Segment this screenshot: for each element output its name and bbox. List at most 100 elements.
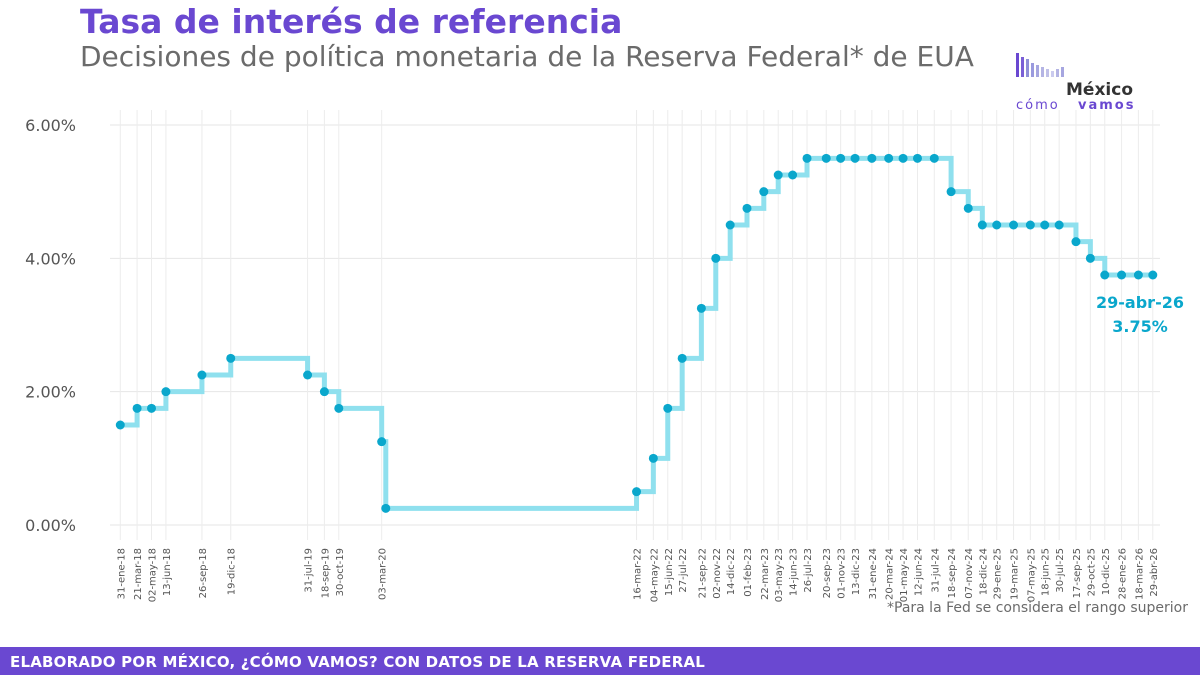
rate-point: [992, 220, 1002, 230]
annotation-value: 3.75%: [1112, 317, 1168, 336]
rate-point: [836, 153, 846, 163]
rate-point: [1040, 220, 1050, 230]
x-tick-label: 29-oct-25: [1086, 548, 1097, 596]
chart-subtitle: Decisiones de política monetaria de la R…: [80, 40, 974, 73]
rate-point: [802, 153, 812, 163]
rate-point: [821, 153, 831, 163]
x-tick-label: 20-mar-24: [885, 548, 896, 600]
x-tick-label: 18-mar-26: [1134, 548, 1145, 600]
rate-point: [161, 387, 171, 397]
rate-point: [711, 253, 721, 263]
rate-point: [963, 203, 973, 213]
x-tick-label: 22-mar-23: [760, 548, 771, 600]
x-tick-label: 14-jun-23: [789, 548, 800, 596]
rate-point: [867, 153, 877, 163]
rate-point: [929, 153, 939, 163]
rate-point: [946, 187, 956, 197]
x-tick-label: 04-may-22: [649, 548, 660, 602]
x-tick-label: 21-mar-18: [133, 548, 144, 600]
x-tick-label: 19-dic-18: [227, 548, 238, 595]
footer-text: ELABORADO POR MÉXICO, ¿CÓMO VAMOS? CON D…: [10, 653, 706, 671]
rate-markers: [115, 153, 1158, 513]
rate-point: [696, 303, 706, 313]
x-tick-label: 18-sep-19: [320, 548, 331, 598]
rate-point: [132, 403, 142, 413]
x-tick-label: 02-nov-22: [712, 548, 723, 599]
chart-grid: [110, 110, 1160, 540]
x-tick-label: 10-dic-25: [1101, 548, 1112, 595]
x-tick-label: 26-jul-23: [803, 548, 814, 593]
y-axis: 0.00% 2.00% 4.00% 6.00%: [25, 116, 76, 535]
x-tick-label: 12-jun-24: [913, 548, 924, 596]
rate-point: [377, 437, 387, 447]
rate-point: [1133, 270, 1143, 280]
rate-point: [197, 370, 207, 380]
rate-point: [773, 170, 783, 180]
x-tick-label: 19-mar-25: [1010, 548, 1021, 600]
rate-point: [663, 403, 673, 413]
x-tick-label: 28-ene-26: [1118, 548, 1129, 599]
logo-top-text: México: [1066, 80, 1133, 100]
x-tick-label: 31-jul-24: [930, 548, 941, 593]
mexico-como-vamos-logo: México cómo vamos: [1016, 53, 1135, 113]
x-axis: 31-ene-18 21-mar-18 02-may-18 13-jun-18 26-s…: [116, 548, 1160, 602]
x-tick-label: 31-jul-19: [304, 548, 315, 593]
y-tick-label: 6.00%: [25, 116, 76, 135]
x-tick-label: 31-ene-18: [116, 548, 127, 599]
x-tick-label: 20-sep-23: [822, 548, 833, 598]
x-tick-label: 15-jun-22: [664, 548, 675, 596]
rate-point: [742, 203, 752, 213]
rate-point: [977, 220, 987, 230]
x-tick-label: 01-may-24: [899, 548, 910, 602]
y-tick-label: 0.00%: [25, 516, 76, 535]
rate-point: [677, 353, 687, 363]
rate-point: [1054, 220, 1064, 230]
rate-point: [226, 353, 236, 363]
footer-bar: ELABORADO POR MÉXICO, ¿CÓMO VAMOS? CON D…: [0, 647, 1200, 675]
rate-point: [334, 403, 344, 413]
x-tick-label: 03-may-23: [774, 548, 785, 602]
chart-title: Tasa de interés de referencia: [80, 2, 623, 41]
x-tick-label: 07-may-25: [1026, 548, 1037, 602]
rate-point: [850, 153, 860, 163]
rate-point: [1100, 270, 1110, 280]
x-tick-label: 13-jun-18: [162, 548, 173, 596]
x-tick-label: 01-feb-23: [743, 548, 754, 597]
x-tick-label: 13-dic-23: [851, 548, 862, 595]
logo-bars-icon: [1016, 53, 1064, 77]
x-tick-label: 16-mar-22: [633, 548, 644, 600]
rate-point: [303, 370, 313, 380]
rate-point: [1071, 237, 1081, 247]
x-tick-label: 31-ene-24: [868, 548, 879, 599]
x-tick-label: 14-dic-22: [726, 548, 737, 595]
rate-point: [632, 487, 642, 497]
rate-point: [648, 453, 658, 463]
logo-bottom-text-2: vamos: [1078, 98, 1135, 113]
rate-point: [725, 220, 735, 230]
x-tick-label: 30-oct-19: [335, 548, 346, 596]
rate-point: [1148, 270, 1158, 280]
y-tick-label: 2.00%: [25, 383, 76, 402]
x-tick-label: 29-ene-25: [993, 548, 1004, 599]
rate-point: [1117, 270, 1127, 280]
x-tick-label: 03-mar-20: [378, 548, 389, 600]
logo-bottom-text-1: cómo: [1016, 98, 1060, 113]
rate-point: [381, 503, 391, 513]
x-tick-label: 07-nov-24: [964, 548, 975, 599]
rate-point: [912, 153, 922, 163]
x-tick-label: 17-sep-25: [1072, 548, 1083, 598]
annotation-date: 29-abr-26: [1096, 293, 1184, 312]
rate-point: [147, 403, 157, 413]
footnote: *Para la Fed se considera el rango super…: [887, 600, 1188, 616]
rate-point: [319, 387, 329, 397]
x-tick-label: 29-abr-26: [1149, 548, 1160, 597]
last-value-annotation: 29-abr-26 3.75%: [1096, 293, 1184, 336]
rate-point: [1009, 220, 1019, 230]
rate-point: [1025, 220, 1035, 230]
rate-point: [788, 170, 798, 180]
rate-point: [115, 420, 125, 430]
x-tick-label: 26-sep-18: [198, 548, 209, 598]
x-tick-label: 27-jul-22: [678, 548, 689, 593]
x-tick-label: 18-dic-24: [978, 548, 989, 595]
rate-point: [1085, 253, 1095, 263]
